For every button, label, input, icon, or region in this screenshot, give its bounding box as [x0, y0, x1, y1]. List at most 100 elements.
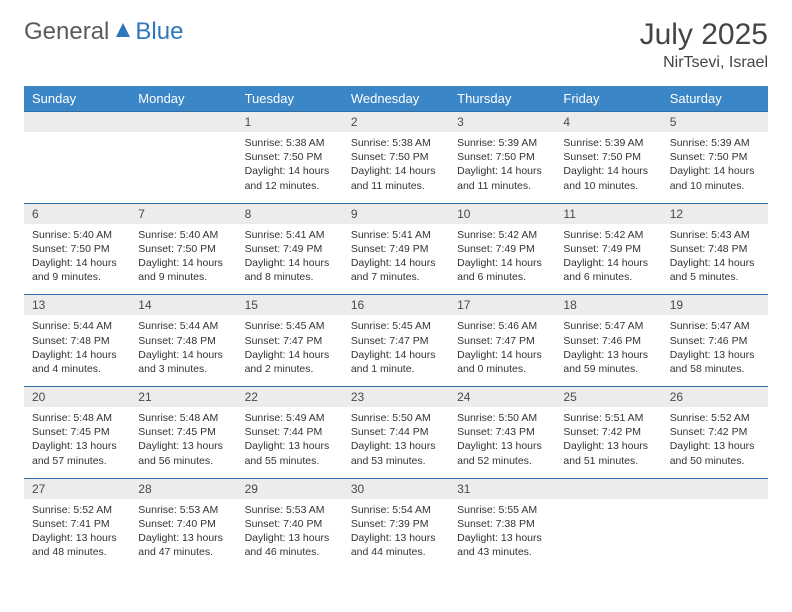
daylight-line: Daylight: 13 hours and 52 minutes. — [457, 439, 547, 467]
daylight-line: Daylight: 13 hours and 44 minutes. — [351, 531, 441, 559]
day-cell: 27Sunrise: 5:52 AMSunset: 7:41 PMDayligh… — [24, 478, 130, 569]
day-content: Sunrise: 5:49 AMSunset: 7:44 PMDaylight:… — [237, 407, 343, 478]
day-header-friday: Friday — [555, 86, 661, 112]
week-row: 27Sunrise: 5:52 AMSunset: 7:41 PMDayligh… — [24, 478, 768, 569]
day-number: 11 — [555, 204, 661, 224]
day-cell: 2Sunrise: 5:38 AMSunset: 7:50 PMDaylight… — [343, 112, 449, 204]
day-cell: 15 Sunrise: 5:45 AMSunset: 7:47 PMDayligh… — [237, 295, 343, 387]
sunrise-line: Sunrise: 5:51 AM — [563, 411, 653, 425]
day-number: 16 — [343, 295, 449, 315]
sunset-line: Sunset: 7:39 PM — [351, 517, 441, 531]
daylight-line: Daylight: 13 hours and 53 minutes. — [351, 439, 441, 467]
day-header-thursday: Thursday — [449, 86, 555, 112]
sunrise-line: Sunrise: 5:49 AM — [245, 411, 335, 425]
logo-text-blue: Blue — [135, 18, 183, 46]
day-number: 6 — [24, 204, 130, 224]
day-number: 8 — [237, 204, 343, 224]
daylight-line: Daylight: 14 hours and 11 minutes. — [351, 164, 441, 192]
day-content: Sunrise: 5:42 AMSunset: 7:49 PMDaylight:… — [449, 224, 555, 295]
sunset-line: Sunset: 7:44 PM — [351, 425, 441, 439]
sunrise-line: Sunrise: 5:43 AM — [670, 228, 760, 242]
day-header-saturday: Saturday — [662, 86, 768, 112]
logo-text-general: General — [24, 18, 109, 46]
day-content: Sunrise: 5:39 AMSunset: 7:50 PMDaylight:… — [449, 132, 555, 203]
daylight-line: Daylight: 14 hours and 8 minutes. — [245, 256, 335, 284]
sunset-line: Sunset: 7:47 PM — [245, 334, 335, 348]
week-row: 6Sunrise: 5:40 AMSunset: 7:50 PMDaylight… — [24, 203, 768, 295]
day-cell: 1Sunrise: 5:38 AMSunset: 7:50 PMDaylight… — [237, 112, 343, 204]
sunset-line: Sunset: 7:49 PM — [351, 242, 441, 256]
day-header-monday: Monday — [130, 86, 236, 112]
daylight-line: Daylight: 13 hours and 58 minutes. — [670, 348, 760, 376]
daylight-line: Daylight: 13 hours and 43 minutes. — [457, 531, 547, 559]
sunrise-line: Sunrise: 5:41 AM — [245, 228, 335, 242]
day-number: 28 — [130, 479, 236, 499]
day-number — [662, 479, 768, 499]
day-cell: 19Sunrise: 5:47 AMSunset: 7:46 PMDayligh… — [662, 295, 768, 387]
sunset-line: Sunset: 7:46 PM — [563, 334, 653, 348]
day-cell: 24 Sunrise: 5:50 AMSunset: 7:43 PMDayligh… — [449, 387, 555, 479]
day-content: Sunrise: 5:41 AMSunset: 7:49 PMDaylight:… — [237, 224, 343, 295]
sunrise-line: Sunrise: 5:53 AM — [245, 503, 335, 517]
day-number — [24, 112, 130, 132]
day-number: 13 — [24, 295, 130, 315]
week-row: 13Sunrise: 5:44 AMSunset: 7:48 PMDayligh… — [24, 295, 768, 387]
sunset-line: Sunset: 7:44 PM — [245, 425, 335, 439]
daylight-line: Daylight: 14 hours and 10 minutes. — [563, 164, 653, 192]
sunrise-line: Sunrise: 5:48 AM — [138, 411, 228, 425]
day-content: Sunrise: 5:52 AMSunset: 7:42 PMDaylight:… — [662, 407, 768, 478]
daylight-line: Daylight: 14 hours and 3 minutes. — [138, 348, 228, 376]
day-cell: 17Sunrise: 5:46 AMSunset: 7:47 PMDayligh… — [449, 295, 555, 387]
day-content: Sunrise: 5:53 AMSunset: 7:40 PMDaylight:… — [130, 499, 236, 570]
sunrise-line: Sunrise: 5:45 AM — [351, 319, 441, 333]
day-number: 27 — [24, 479, 130, 499]
day-number: 3 — [449, 112, 555, 132]
day-cell: 9Sunrise: 5:41 AMSunset: 7:49 PMDaylight… — [343, 203, 449, 295]
daylight-line: Daylight: 14 hours and 2 minutes. — [245, 348, 335, 376]
sunset-line: Sunset: 7:42 PM — [670, 425, 760, 439]
sunrise-line: Sunrise: 5:45 AM — [245, 319, 335, 333]
day-number: 30 — [343, 479, 449, 499]
daylight-line: Daylight: 14 hours and 9 minutes. — [32, 256, 122, 284]
day-number: 14 — [130, 295, 236, 315]
empty-day-cell — [555, 478, 661, 569]
sunrise-line: Sunrise: 5:39 AM — [563, 136, 653, 150]
day-cell: 7Sunrise: 5:40 AMSunset: 7:50 PMDaylight… — [130, 203, 236, 295]
day-content: Sunrise: 5:45 AMSunset: 7:47 PMDaylight:… — [343, 315, 449, 386]
sunrise-line: Sunrise: 5:53 AM — [138, 503, 228, 517]
day-content — [555, 499, 661, 569]
sunrise-line: Sunrise: 5:50 AM — [457, 411, 547, 425]
sunset-line: Sunset: 7:38 PM — [457, 517, 547, 531]
sunset-line: Sunset: 7:50 PM — [138, 242, 228, 256]
day-header-wednesday: Wednesday — [343, 86, 449, 112]
sunset-line: Sunset: 7:50 PM — [563, 150, 653, 164]
daylight-line: Daylight: 14 hours and 5 minutes. — [670, 256, 760, 284]
day-number: 31 — [449, 479, 555, 499]
day-content: Sunrise: 5:42 AMSunset: 7:49 PMDaylight:… — [555, 224, 661, 295]
day-number: 7 — [130, 204, 236, 224]
day-content: Sunrise: 5:40 AMSunset: 7:50 PMDaylight:… — [130, 224, 236, 295]
day-number: 24 — [449, 387, 555, 407]
logo: General Blue — [24, 18, 183, 46]
day-number: 22 — [237, 387, 343, 407]
day-content: Sunrise: 5:44 AMSunset: 7:48 PMDaylight:… — [24, 315, 130, 386]
day-content: Sunrise: 5:47 AMSunset: 7:46 PMDaylight:… — [662, 315, 768, 386]
sunset-line: Sunset: 7:43 PM — [457, 425, 547, 439]
day-header-row: SundayMondayTuesdayWednesdayThursdayFrid… — [24, 86, 768, 112]
day-number: 15 — [237, 295, 343, 315]
day-content: Sunrise: 5:43 AMSunset: 7:48 PMDaylight:… — [662, 224, 768, 295]
day-content: Sunrise: 5:50 AMSunset: 7:44 PMDaylight:… — [343, 407, 449, 478]
day-cell: 12Sunrise: 5:43 AMSunset: 7:48 PMDayligh… — [662, 203, 768, 295]
sunrise-line: Sunrise: 5:55 AM — [457, 503, 547, 517]
day-content: Sunrise: 5:39 AMSunset: 7:50 PMDaylight:… — [662, 132, 768, 203]
sunset-line: Sunset: 7:50 PM — [245, 150, 335, 164]
sunset-line: Sunset: 7:48 PM — [138, 334, 228, 348]
sunset-line: Sunset: 7:48 PM — [32, 334, 122, 348]
sunrise-line: Sunrise: 5:40 AM — [32, 228, 122, 242]
day-cell: 22Sunrise: 5:49 AMSunset: 7:44 PMDayligh… — [237, 387, 343, 479]
header: General Blue July 2025 NirTsevi, Israel — [24, 18, 768, 72]
day-number: 12 — [662, 204, 768, 224]
sunrise-line: Sunrise: 5:47 AM — [670, 319, 760, 333]
sunrise-line: Sunrise: 5:39 AM — [670, 136, 760, 150]
day-number: 4 — [555, 112, 661, 132]
